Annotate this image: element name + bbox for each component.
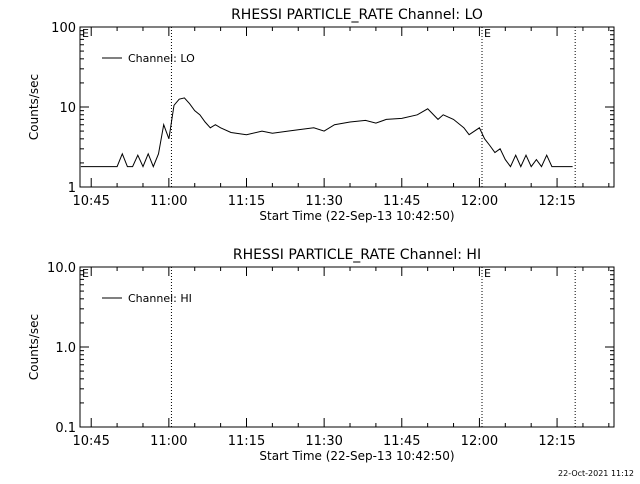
panel1-xtick-label: 11:45	[383, 194, 420, 209]
panel2-ytick-label: 0.1	[55, 421, 76, 436]
panel1-ytick-label: 10	[59, 101, 76, 116]
panel1-xtick-label: 12:15	[538, 194, 575, 209]
panel2-xtick-label: 11:00	[150, 434, 187, 449]
panel1-ytick-label: 100	[51, 21, 76, 36]
panel1-corner-label: E	[82, 27, 89, 40]
panel1-title: RHESSI PARTICLE_RATE Channel: LO	[231, 7, 483, 23]
panel2-marker-label: E	[484, 267, 491, 280]
panel1-series-line	[80, 97, 573, 168]
footer-timestamp: 22-Oct-2021 11:12	[558, 469, 634, 478]
panel1-marker-label: E	[484, 27, 491, 40]
panel1-xtick-label: 11:00	[150, 194, 187, 209]
panel2-corner-label: E	[82, 267, 89, 280]
panel2-ytick-label: 10.0	[47, 261, 76, 276]
panel2-xtick-label: 12:15	[538, 434, 575, 449]
panel2-ylabel: Counts/sec	[27, 314, 41, 380]
panel1-ylabel: Counts/sec	[27, 74, 41, 140]
panel2-xlabel: Start Time (22-Sep-13 10:42:50)	[259, 449, 454, 463]
panel1-xtick-label: 11:15	[228, 194, 265, 209]
panel2-legend-label: Channel: HI	[128, 292, 192, 305]
panel1-xtick-label: 10:45	[72, 194, 109, 209]
panel2-frame	[79, 266, 615, 428]
panel1-xtick-label: 11:30	[305, 194, 342, 209]
panel1-xlabel: Start Time (22-Sep-13 10:42:50)	[259, 209, 454, 223]
panel2-title: RHESSI PARTICLE_RATE Channel: HI	[233, 247, 481, 263]
panel2-ytick-label: 1.0	[55, 341, 76, 356]
panel1-xtick-label: 12:00	[461, 194, 498, 209]
panel2-xtick-label: 12:00	[461, 434, 498, 449]
panel2-xtick-label: 11:15	[228, 434, 265, 449]
panel2-xtick-label: 11:30	[305, 434, 342, 449]
panel1-legend-label: Channel: LO	[128, 52, 195, 65]
panel1-ytick-label: 1	[68, 181, 76, 196]
panel2-xtick-label: 10:45	[72, 434, 109, 449]
panel2-xtick-label: 11:45	[383, 434, 420, 449]
